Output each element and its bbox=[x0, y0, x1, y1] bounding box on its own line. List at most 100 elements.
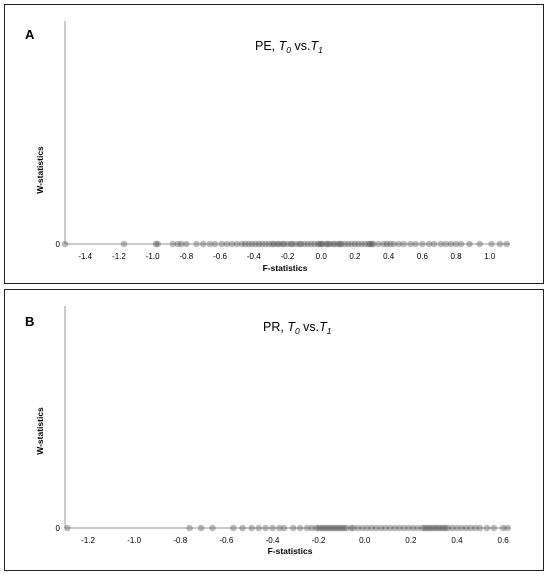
data-point bbox=[230, 524, 237, 532]
data-point bbox=[338, 524, 345, 532]
data-point bbox=[265, 240, 273, 248]
data-point bbox=[499, 524, 507, 532]
data-point bbox=[503, 240, 510, 248]
data-point bbox=[239, 524, 246, 532]
chart-title: PE, T0 vs.T1 bbox=[255, 39, 323, 55]
data-point bbox=[174, 240, 182, 248]
data-point bbox=[120, 240, 128, 248]
data-point bbox=[467, 524, 475, 532]
x-tick-label: 0.0 bbox=[359, 536, 371, 545]
data-point bbox=[218, 240, 226, 248]
chart-b: B PR, T0 vs.T1 0 W-statistics F-statisti… bbox=[25, 306, 511, 556]
y-tick-label: 0 bbox=[56, 524, 61, 533]
data-point bbox=[412, 240, 419, 248]
data-point bbox=[382, 524, 389, 532]
data-point bbox=[326, 240, 333, 248]
data-point bbox=[284, 240, 291, 248]
x-tick-label: -1.0 bbox=[127, 536, 141, 545]
data-point bbox=[419, 524, 426, 532]
data-point bbox=[242, 240, 249, 248]
data-point bbox=[344, 240, 352, 248]
data-point bbox=[334, 240, 342, 248]
data-point bbox=[340, 524, 348, 532]
data-point bbox=[386, 524, 394, 532]
data-point bbox=[152, 240, 160, 248]
x-tick-label: -0.8 bbox=[173, 536, 187, 545]
data-point bbox=[447, 240, 455, 248]
data-point bbox=[313, 524, 320, 532]
x-tick-label: -0.8 bbox=[179, 252, 193, 261]
data-point bbox=[269, 240, 276, 248]
data-point bbox=[209, 524, 216, 532]
data-point bbox=[331, 524, 339, 532]
data-point bbox=[228, 240, 236, 248]
x-axis-label: F-statistics bbox=[263, 263, 308, 273]
x-tick-label: -0.2 bbox=[281, 252, 295, 261]
data-point bbox=[295, 240, 303, 248]
data-point bbox=[223, 240, 231, 248]
data-point bbox=[275, 240, 283, 248]
data-point bbox=[396, 524, 403, 532]
data-point bbox=[358, 240, 365, 248]
x-tick-labels: -1.4 -1.2 -1.0 -0.8 -0.6 -0.4 -0.2 0.0 0.2 0.4 0.6… bbox=[78, 252, 496, 261]
x-tick-label: -1.0 bbox=[146, 252, 160, 261]
data-point bbox=[199, 240, 207, 248]
data-point bbox=[496, 240, 504, 248]
data-point bbox=[324, 240, 332, 248]
data-point bbox=[395, 240, 403, 248]
data-point bbox=[301, 240, 308, 248]
data-point bbox=[354, 524, 362, 532]
data-point bbox=[287, 240, 295, 248]
x-tick-label: 0.2 bbox=[405, 536, 417, 545]
x-tick-label: -1.2 bbox=[112, 252, 126, 261]
data-point bbox=[274, 240, 281, 248]
data-point bbox=[270, 240, 278, 248]
data-point bbox=[488, 240, 495, 248]
data-point bbox=[442, 524, 449, 532]
data-point bbox=[186, 524, 193, 532]
data-point bbox=[258, 240, 266, 248]
data-point bbox=[211, 240, 219, 248]
data-point bbox=[311, 240, 318, 248]
x-tick-label: 0.4 bbox=[383, 252, 395, 261]
data-point bbox=[437, 524, 445, 532]
data-point bbox=[349, 524, 357, 532]
data-point bbox=[409, 524, 417, 532]
data-point bbox=[307, 240, 315, 248]
data-point bbox=[363, 524, 371, 532]
data-point bbox=[351, 240, 359, 248]
data-point bbox=[342, 524, 350, 532]
data-point bbox=[319, 524, 327, 532]
data-point bbox=[315, 524, 322, 532]
x-tick-label: 0.0 bbox=[316, 252, 328, 261]
data-points bbox=[61, 240, 510, 248]
data-point bbox=[504, 524, 511, 532]
data-point bbox=[341, 240, 349, 248]
data-point bbox=[426, 524, 433, 532]
data-point bbox=[400, 240, 408, 248]
x-tick-label: 0.6 bbox=[498, 536, 510, 545]
data-point bbox=[453, 524, 461, 532]
data-point bbox=[377, 524, 385, 532]
data-point bbox=[252, 240, 259, 248]
data-point bbox=[329, 524, 336, 532]
data-point bbox=[206, 240, 214, 248]
data-point bbox=[279, 240, 286, 248]
data-point bbox=[383, 240, 391, 248]
data-point bbox=[154, 240, 162, 248]
data-point bbox=[317, 240, 325, 248]
x-tick-label: 0.4 bbox=[451, 536, 463, 545]
x-tick-label: -0.6 bbox=[220, 536, 234, 545]
data-point bbox=[255, 240, 263, 248]
x-tick-label: 0.8 bbox=[450, 252, 462, 261]
data-point bbox=[324, 524, 332, 532]
data-point bbox=[370, 240, 377, 248]
data-point bbox=[423, 524, 431, 532]
data-point bbox=[458, 524, 465, 532]
data-point bbox=[280, 240, 288, 248]
x-tick-label: -0.4 bbox=[247, 252, 261, 261]
data-point bbox=[476, 240, 483, 248]
data-point bbox=[428, 524, 435, 532]
data-point bbox=[354, 240, 362, 248]
data-point bbox=[390, 240, 397, 248]
